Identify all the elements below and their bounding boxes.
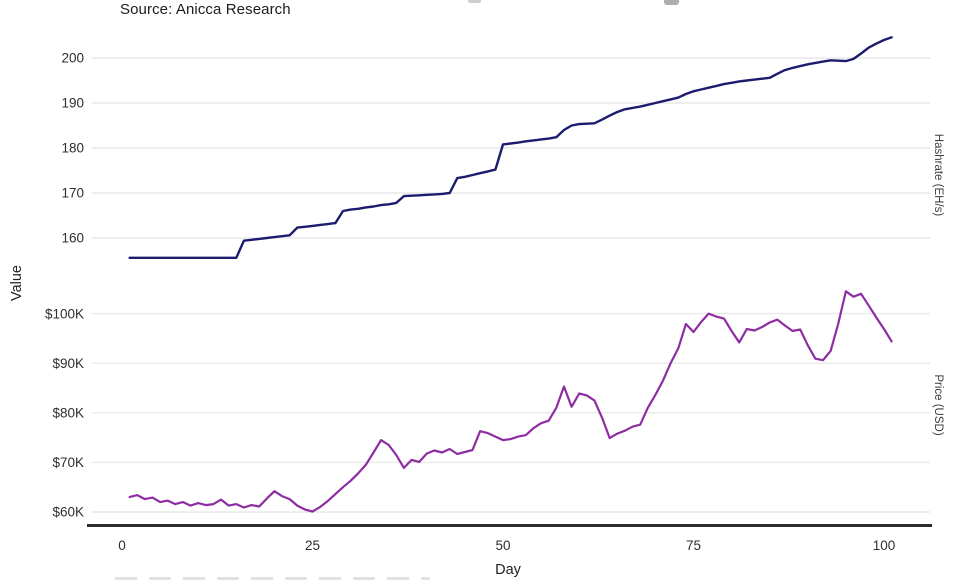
y-tick-label-price: $70K bbox=[52, 455, 84, 470]
y-tick-label-hashrate: 190 bbox=[61, 96, 84, 111]
x-tick-label: 75 bbox=[686, 538, 701, 553]
y-tick-label-price: $60K bbox=[52, 505, 84, 520]
y-tick-label-hashrate: 160 bbox=[61, 231, 84, 246]
x-tick-label: 50 bbox=[495, 538, 510, 553]
y-tick-label-hashrate: 180 bbox=[61, 141, 84, 156]
price-line bbox=[128, 290, 893, 513]
x-tick-label: 0 bbox=[118, 538, 126, 553]
clipped-title-fragment bbox=[468, 0, 481, 3]
y-tick-label-hashrate: 200 bbox=[61, 51, 84, 66]
right-axis-label-price: Price (USD) bbox=[932, 374, 944, 436]
source-note: Source: Anicca Research bbox=[120, 1, 291, 18]
clipped-title-fragment bbox=[664, 0, 679, 5]
right-axis-label-hashrate: Hashrate (EH/s) bbox=[932, 133, 944, 217]
x-axis-label: Day bbox=[495, 562, 521, 578]
y-tick-label-hashrate: 170 bbox=[61, 186, 84, 201]
x-tick-label: 100 bbox=[873, 538, 896, 553]
y-tick-label-price: $90K bbox=[52, 356, 84, 371]
x-tick-label: 25 bbox=[305, 538, 320, 553]
clipped-caption-fragment bbox=[115, 577, 430, 580]
y-tick-label-price: $100K bbox=[45, 306, 84, 321]
hashrate-line bbox=[128, 36, 893, 259]
y-axis-label: Value bbox=[9, 264, 25, 302]
y-tick-label-price: $80K bbox=[52, 406, 84, 421]
